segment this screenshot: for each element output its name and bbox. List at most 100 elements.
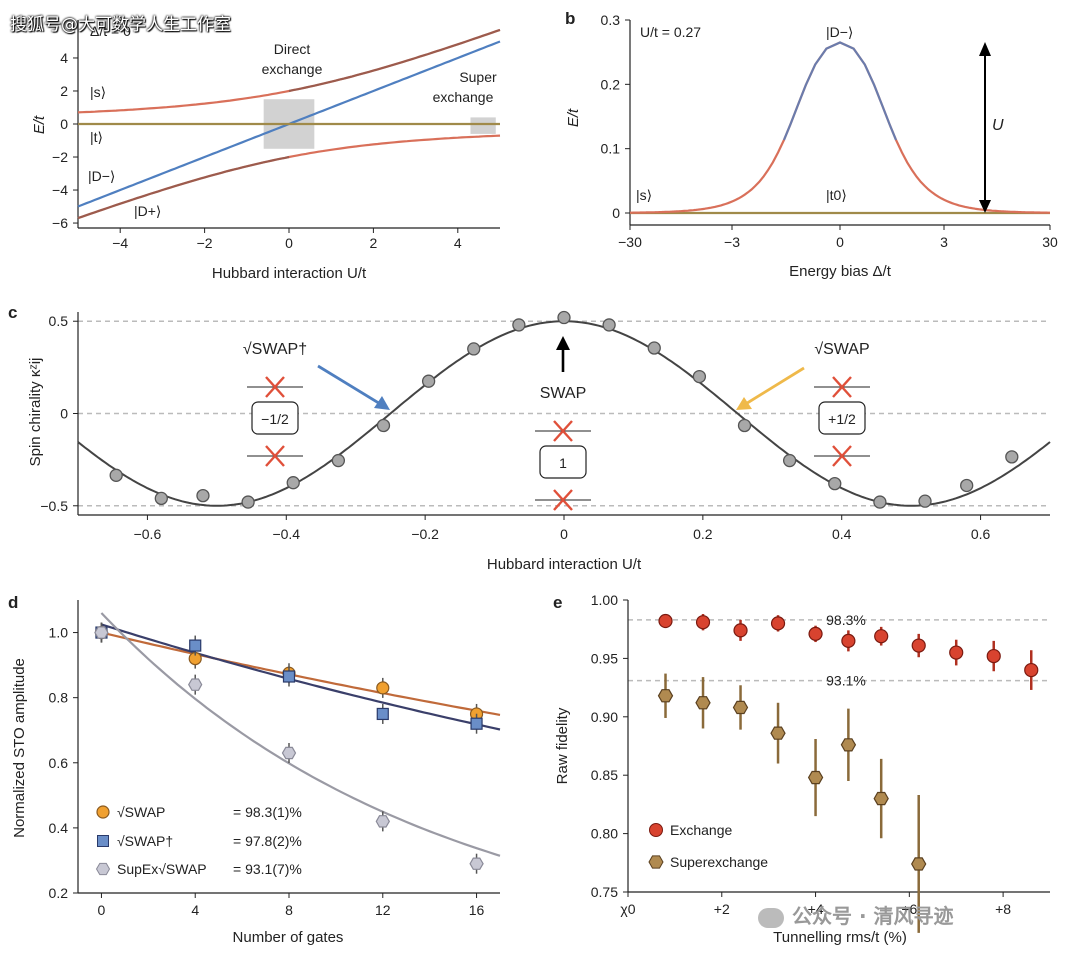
data-point — [602, 318, 616, 332]
watermark-bottom-text: 公众号 · 清风寻迹 — [792, 904, 954, 928]
panel-letter-b: b — [565, 9, 575, 28]
x-axis-label: Number of gates — [233, 929, 344, 946]
x-tick-label: 0.4 — [832, 526, 852, 542]
panel-letter-d: d — [8, 593, 18, 612]
marker-superexchange — [873, 791, 889, 806]
gate-value: −1/2 — [261, 411, 289, 427]
data-point — [196, 488, 210, 503]
x-tick-label: 8 — [285, 902, 293, 918]
y-tick-label: 1.00 — [591, 592, 618, 608]
y-tick-label: 0 — [60, 406, 68, 422]
x-tick-label: +6 — [901, 901, 917, 917]
y-axis-label: Spin chirality κᶻij — [27, 358, 44, 467]
data-point — [109, 468, 123, 482]
y-tick-label: 0.90 — [591, 709, 618, 725]
gate-box — [251, 401, 299, 435]
x-tick-label: +4 — [808, 901, 824, 917]
curve-d-minus-blue — [782, 41, 898, 141]
label-d-minus: |D−⟩ — [88, 168, 115, 184]
y-axis-label: Raw fidelity — [554, 707, 571, 784]
data-point — [918, 494, 932, 508]
annotation-superexchange: exchange — [433, 89, 494, 105]
x-tick-label: 0 — [560, 526, 568, 542]
legend-fidelity: = 98.3(1)% — [233, 804, 302, 820]
marker-superexchange — [911, 857, 927, 871]
legend-marker-supex — [95, 862, 111, 876]
legend-fidelity: = 97.8(2)% — [233, 833, 302, 849]
gate-sqrt-swap: √SWAP +1/2 — [814, 341, 870, 467]
x-tick-label: 3 — [940, 234, 948, 250]
marker-supex — [469, 857, 484, 870]
y-tick-label: 0.75 — [591, 884, 618, 900]
label-d-plus: |D+⟩ — [134, 203, 161, 219]
data-point — [241, 495, 255, 509]
marker-supex — [94, 626, 109, 639]
fit-line — [101, 631, 501, 716]
data-point — [557, 310, 571, 325]
swap-cross-icon — [265, 376, 285, 398]
data-point — [782, 453, 797, 468]
marker-superexchange — [840, 738, 857, 752]
x-tick-label: 4 — [191, 902, 199, 918]
marker-exchange — [770, 616, 786, 631]
x-tick-label: 30 — [1042, 234, 1058, 250]
watermark-bottom: 公众号 · 清风寻迹 — [758, 900, 954, 929]
marker-exchange — [658, 613, 673, 629]
curve-s-dark — [288, 28, 501, 93]
legend-label: SupEx√SWAP — [117, 861, 207, 877]
data-point — [286, 476, 300, 490]
marker-exchange — [808, 626, 823, 641]
y-tick-label: 1.0 — [49, 625, 69, 641]
x-axis-label: Hubbard interaction U/t — [487, 556, 642, 573]
y-tick-label: 0.2 — [49, 885, 69, 901]
x-tick-label: 2 — [370, 235, 378, 251]
x-tick-label: −4 — [112, 235, 128, 251]
gate-sqrt-swap-dagger: √SWAP† −1/2 — [243, 341, 307, 467]
data-point — [512, 318, 526, 332]
x-tick-label: −3 — [724, 234, 740, 250]
data-point — [873, 495, 887, 509]
y-tick-label: 0.5 — [49, 313, 69, 329]
legend-label-superexchange: Superexchange — [670, 854, 768, 870]
data-point — [692, 369, 707, 384]
x-tick-label: 0 — [836, 234, 844, 250]
legend-marker-sqrt-swap-dagger — [97, 835, 109, 847]
data-point — [421, 374, 436, 388]
panel-letter-c: c — [8, 303, 17, 322]
arrow-blue — [317, 364, 383, 407]
u-arrow-head-up — [979, 42, 991, 56]
panel-letter-e: e — [553, 593, 562, 612]
y-tick-label: −2 — [52, 149, 68, 165]
y-tick-label: 0.6 — [49, 755, 69, 771]
watermark-top: 搜狐号@大可数学人生工作室 — [10, 15, 231, 35]
marker-exchange — [841, 633, 856, 648]
annotation-exchange: exchange — [262, 61, 323, 77]
marker-sqrt-swap-dagger — [376, 707, 389, 721]
y-axis-label: E/t — [31, 115, 48, 134]
marker-superexchange — [732, 700, 749, 715]
marker-sqrt-swap-dagger — [282, 670, 296, 683]
x-tick-label: 0 — [285, 235, 293, 251]
data-point — [376, 418, 391, 433]
x-tick-label: −0.6 — [134, 526, 162, 542]
gate-title: √SWAP† — [243, 341, 307, 358]
marker-sqrt-swap — [376, 681, 390, 695]
marker-exchange — [1024, 662, 1039, 678]
annotation-super: Super — [459, 69, 497, 85]
label-s: |s⟩ — [90, 84, 106, 100]
x-tick-label: 16 — [469, 902, 485, 918]
gate-box — [539, 445, 587, 479]
panel-d: 0 4 8 12 16 0.2 0.4 0.6 0.8 1.0 Number of gates Nor… — [11, 600, 501, 946]
data-point — [331, 453, 346, 468]
gate-box — [818, 401, 866, 435]
marker-exchange — [986, 648, 1001, 664]
data-point — [647, 341, 661, 355]
data-point — [154, 491, 168, 506]
y-tick-label: 0 — [612, 205, 620, 221]
x-tick-label: +8 — [995, 901, 1011, 917]
arrow-yellow-head — [736, 397, 752, 410]
swap-cross-icon — [265, 445, 285, 467]
data-point — [467, 342, 481, 356]
label-d-minus: |D−⟩ — [826, 24, 853, 40]
